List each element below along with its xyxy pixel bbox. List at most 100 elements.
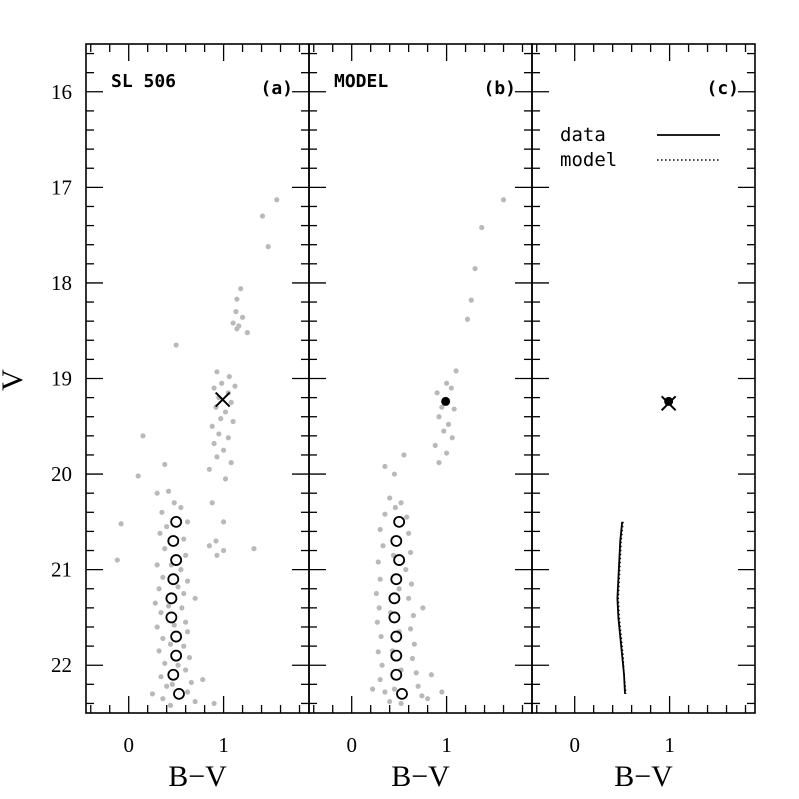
ridge-line-circle (170, 515, 183, 528)
star-point (152, 600, 158, 606)
x-axis-label: B−V (168, 760, 227, 793)
star-point (184, 519, 191, 525)
star-point (274, 197, 280, 203)
star-point (239, 314, 246, 320)
star-point (179, 605, 185, 611)
star-point (443, 450, 450, 456)
star-point (118, 521, 124, 527)
star-point (374, 619, 380, 625)
star-point (403, 567, 409, 573)
ridge-line-circle (388, 611, 401, 624)
star-point (265, 244, 271, 250)
panel-frame (308, 43, 533, 714)
star-point (234, 296, 240, 302)
star-point (443, 380, 450, 386)
star-point (377, 526, 383, 533)
star-point (389, 648, 396, 654)
star-point (192, 595, 198, 601)
ridge-line-circle (393, 515, 406, 528)
star-point (407, 549, 414, 556)
star-point (209, 423, 215, 429)
star-point (222, 409, 229, 415)
star-point (387, 698, 393, 705)
star-point (225, 435, 231, 441)
star-point (238, 286, 244, 292)
star-point (156, 586, 162, 592)
y-tick-label: 22 (51, 653, 72, 677)
star-point (159, 509, 165, 515)
star-point (226, 373, 232, 380)
star-point (408, 581, 415, 587)
ridge-line-circle (396, 687, 408, 700)
star-point (451, 406, 457, 412)
star-point (500, 197, 507, 203)
panel-c: 0 1 B−V (c) data model (531, 43, 756, 793)
star-point (398, 500, 404, 506)
star-point (453, 368, 459, 374)
star-point (183, 552, 189, 558)
star-point (165, 603, 172, 609)
star-point (211, 440, 217, 447)
star-point (388, 610, 394, 616)
star-point (420, 605, 426, 611)
star-point (154, 562, 160, 568)
ridge-line-circle (165, 611, 178, 624)
panel-letter: (a) (260, 78, 293, 99)
star-point (404, 514, 410, 520)
x-tick-label: 0 (123, 733, 134, 757)
star-point (220, 519, 227, 525)
star-point (432, 442, 438, 448)
star-point (135, 473, 141, 479)
star-point (178, 504, 184, 511)
star-point (228, 460, 234, 466)
star-point (219, 380, 225, 386)
star-point (441, 428, 447, 434)
star-point (165, 488, 172, 494)
ridge-line-circle (170, 649, 183, 662)
y-tick-label: 17 (51, 175, 72, 199)
star-point (233, 309, 239, 315)
star-point (464, 316, 471, 322)
star-point (211, 385, 217, 391)
star-point (232, 383, 238, 389)
star-point (251, 546, 257, 552)
star-point (213, 538, 219, 544)
star-point (220, 447, 227, 453)
star-point (171, 622, 177, 628)
star-point (401, 452, 407, 458)
x-tick-label: 0 (569, 733, 580, 757)
x-tick-label: 1 (218, 733, 229, 757)
star-point (259, 213, 266, 219)
ridge-line-circle (170, 630, 183, 643)
star-point (167, 641, 174, 647)
ridge-line-circle (390, 649, 403, 662)
y-tick-label: 16 (51, 80, 72, 104)
star-point (181, 536, 187, 542)
star-point (183, 667, 189, 673)
star-point (410, 612, 416, 619)
ridge-line-circle (388, 592, 401, 605)
star-point (380, 543, 386, 549)
star-point (411, 641, 417, 647)
star-point (162, 660, 168, 666)
star-point (472, 265, 478, 272)
star-point (419, 693, 425, 699)
star-point (436, 460, 442, 466)
panel-letter: (c) (706, 78, 739, 99)
star-point (369, 686, 376, 692)
star-point (449, 435, 455, 441)
star-point (164, 683, 170, 689)
star-point (396, 586, 402, 592)
star-point (244, 330, 250, 336)
star-point (377, 576, 383, 582)
panel-name: MODEL (334, 71, 388, 92)
star-point (376, 605, 382, 611)
star-point (382, 511, 388, 517)
series-line-data (616, 521, 626, 694)
star-point (222, 476, 229, 482)
legend-label-data: data (560, 124, 606, 146)
x-axis-label: B−V (391, 760, 450, 793)
star-point (415, 683, 421, 689)
star-point (149, 691, 156, 697)
legend-label-model: model (560, 149, 617, 171)
